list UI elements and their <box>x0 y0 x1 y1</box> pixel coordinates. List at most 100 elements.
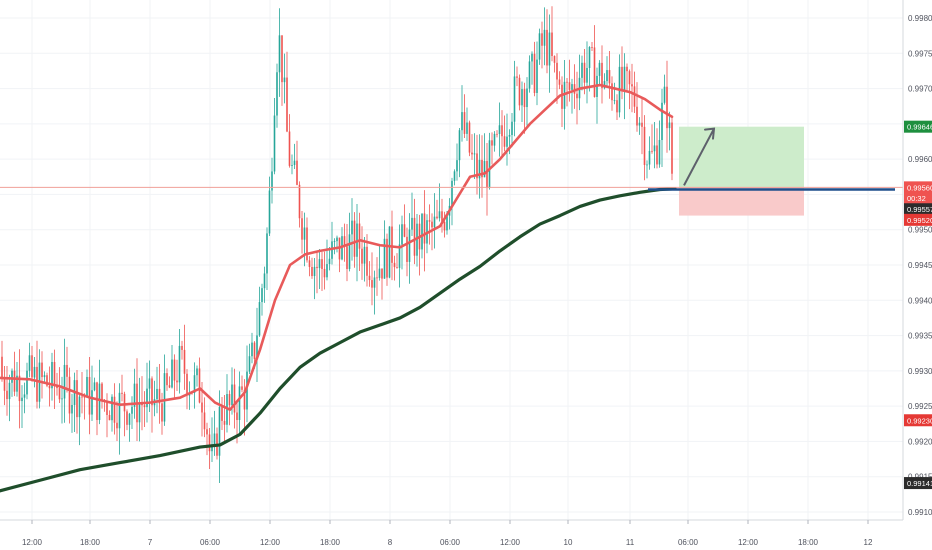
time-tick-label: 12 <box>864 538 873 547</box>
candle-body <box>526 88 528 108</box>
candle-body <box>253 342 256 359</box>
slow-moving-average-line[interactable] <box>0 187 677 493</box>
time-axis[interactable]: 12:00 18:00 7 06:00 12:00 18:00 8 06:00 12:00 10 1… <box>22 520 873 547</box>
candle-body <box>456 160 458 172</box>
candle-body <box>271 171 273 191</box>
candle-body <box>91 390 93 415</box>
candle-body <box>33 366 36 378</box>
candle-body <box>573 84 576 94</box>
candle-body <box>13 370 16 392</box>
candle-body <box>548 32 551 66</box>
candle-body <box>463 112 466 134</box>
candle-body <box>186 373 188 396</box>
candle-body <box>88 376 91 415</box>
profit-zone[interactable] <box>679 126 804 188</box>
candle-body <box>106 401 108 415</box>
candle-body <box>208 434 211 452</box>
candle-body <box>68 376 71 414</box>
candle-body <box>398 244 401 268</box>
candle-body <box>363 246 366 264</box>
candle-body <box>598 62 601 76</box>
candle-body <box>163 373 166 422</box>
time-tick-label: 06:00 <box>200 538 221 547</box>
candle-body <box>441 211 443 222</box>
target-arrow[interactable] <box>683 127 716 186</box>
candle-body <box>393 262 396 268</box>
candle-body <box>173 359 176 381</box>
candle-body <box>626 66 628 72</box>
candle-body <box>108 414 111 421</box>
candle-body <box>496 133 498 135</box>
candle-body <box>78 396 81 418</box>
price-tag-box <box>904 203 932 216</box>
candle-body <box>353 220 356 257</box>
candle-body <box>501 125 503 137</box>
candle-body <box>623 66 626 92</box>
candle-body <box>401 224 403 245</box>
candle-body <box>96 382 98 420</box>
candle-body <box>638 122 641 126</box>
candle-body <box>391 226 393 263</box>
candle-body <box>381 268 383 279</box>
candle-body <box>541 33 543 46</box>
candle-body <box>151 378 153 406</box>
candle-body <box>621 66 623 92</box>
candle-body <box>318 259 321 269</box>
candle-body <box>651 150 653 152</box>
candle-body <box>643 126 646 165</box>
candle-body <box>358 223 361 249</box>
candle-body <box>166 373 168 386</box>
candle-body <box>491 140 493 146</box>
time-tick-label: 12:00 <box>22 538 43 547</box>
fast-moving-average-line[interactable] <box>0 83 674 411</box>
price-tag-box <box>904 477 932 490</box>
candle-body <box>466 122 468 134</box>
candle-body <box>26 370 28 395</box>
time-tick-label: 7 <box>148 538 153 547</box>
candle-body <box>518 77 521 106</box>
candle-body <box>161 403 163 422</box>
candle-body <box>608 70 611 84</box>
price-tag-box <box>904 191 932 204</box>
candle-body <box>346 246 348 269</box>
candle-body <box>288 131 291 166</box>
candle-body <box>193 375 196 394</box>
candle-body <box>11 370 13 383</box>
time-tick-label: 06:00 <box>678 538 699 547</box>
candle-body <box>293 160 296 165</box>
candle-body <box>268 190 271 234</box>
candle-body <box>296 160 298 185</box>
loss-zone[interactable] <box>679 187 804 216</box>
candle-body <box>336 237 338 242</box>
candle-body <box>53 362 56 386</box>
candle-body <box>351 220 353 235</box>
price-axis[interactable]: 0.998000.997500.997000.996500.996000.995… <box>908 14 932 517</box>
candle-body <box>498 125 501 134</box>
candle-body <box>278 35 281 73</box>
candle-body <box>148 378 151 389</box>
candle-body <box>328 258 331 265</box>
candle-body <box>46 375 48 386</box>
candle-body <box>218 406 221 456</box>
price-tag-label: 0.99230 <box>907 416 932 425</box>
candle-body <box>116 422 118 429</box>
candle-body <box>31 355 33 378</box>
candle-body <box>611 83 613 101</box>
candle-body <box>281 35 283 83</box>
candle-body <box>326 264 328 278</box>
candle-body <box>658 140 661 165</box>
candle-body <box>8 382 11 400</box>
candle-body <box>266 233 268 274</box>
candle-body <box>238 386 241 420</box>
candle-body <box>196 368 198 376</box>
price-tags: 0.99646 0.99560 00:32 0.99557 0.99520 0.99230… <box>904 120 932 490</box>
candle-body <box>258 302 261 336</box>
candle-body <box>118 392 121 429</box>
candle-body <box>473 153 476 155</box>
candle-body <box>488 140 491 189</box>
candle-body <box>243 389 246 410</box>
candle-body <box>476 153 478 179</box>
